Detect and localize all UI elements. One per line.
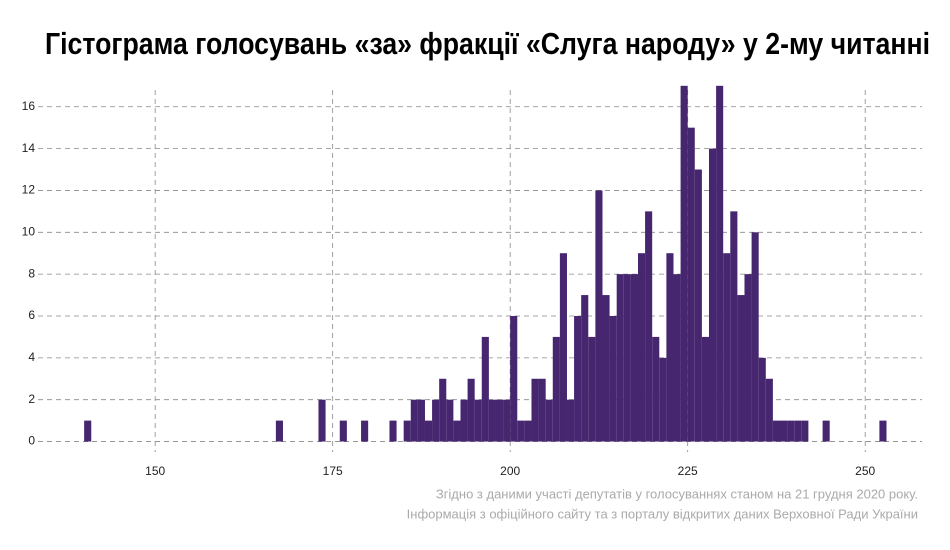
bar: [772, 420, 780, 442]
bar: [623, 274, 631, 442]
bar: [716, 85, 724, 442]
bar: [751, 232, 759, 442]
bar: [474, 399, 482, 442]
bar: [538, 378, 546, 442]
bar: [630, 274, 638, 442]
bar: [730, 211, 738, 442]
y-tick-label: 10: [22, 224, 36, 238]
bar: [460, 399, 468, 442]
bar: [403, 420, 411, 442]
bar: [417, 399, 425, 442]
bar: [581, 295, 589, 442]
bar: [545, 399, 553, 442]
y-tick-label: 12: [22, 183, 36, 197]
bar: [481, 336, 489, 442]
bar: [794, 420, 802, 442]
bar: [687, 127, 695, 442]
x-tick-label: 225: [678, 464, 698, 478]
y-tick-label: 8: [28, 266, 35, 280]
y-tick-label: 14: [22, 141, 36, 155]
x-tick-label: 200: [500, 464, 520, 478]
bar: [602, 295, 610, 442]
bar: [524, 420, 532, 442]
bar: [673, 274, 681, 442]
bar: [701, 336, 709, 442]
bar: [275, 420, 283, 442]
bar: [645, 211, 653, 442]
bar: [744, 274, 752, 442]
bar: [559, 253, 567, 442]
bar: [410, 399, 418, 442]
bar: [467, 378, 475, 442]
annotation: Інформація з офіційного сайту та з порта…: [407, 506, 918, 521]
bar: [453, 420, 461, 442]
bar: [84, 420, 92, 442]
bar: [758, 357, 766, 442]
bar: [361, 420, 369, 442]
bar: [595, 190, 603, 442]
bar: [566, 399, 575, 442]
y-tick-label: 0: [28, 434, 35, 448]
bar: [495, 399, 504, 442]
bar: [574, 315, 582, 442]
bar: [694, 169, 702, 442]
bar: [588, 336, 596, 442]
bar: [708, 148, 717, 442]
bar: [616, 274, 624, 442]
bar: [879, 420, 887, 442]
bar: [517, 420, 525, 442]
bar: [488, 399, 496, 442]
annotation: Згідно з даними участі депутатів у голос…: [436, 486, 918, 501]
y-tick-label: 2: [28, 392, 35, 406]
bar: [424, 420, 433, 442]
bar: [737, 295, 745, 442]
y-tick-label: 6: [28, 308, 35, 322]
y-tick-label: 4: [28, 350, 35, 364]
chart-title: Гістограма голосувань «за» фракції «Слуг…: [45, 26, 930, 61]
bar: [765, 378, 773, 442]
bar: [552, 336, 560, 442]
bar: [801, 420, 809, 442]
x-tick-label: 250: [855, 464, 875, 478]
bar: [510, 315, 518, 442]
bar: [439, 378, 447, 442]
bar: [432, 399, 440, 442]
bar: [609, 315, 617, 442]
bar: [787, 420, 795, 442]
bar: [339, 420, 347, 442]
bar: [652, 336, 660, 442]
x-tick-label: 175: [323, 464, 343, 478]
bar: [318, 399, 326, 442]
bar: [666, 253, 674, 442]
bar: [503, 399, 511, 442]
y-tick-label: 16: [22, 99, 36, 113]
bar: [389, 420, 397, 442]
bar: [680, 85, 688, 442]
bar: [446, 399, 454, 442]
bar: [779, 420, 788, 442]
bar: [531, 378, 539, 442]
x-tick-label: 150: [145, 464, 165, 478]
bar: [723, 253, 731, 442]
bar: [637, 253, 646, 442]
bar: [822, 420, 830, 442]
bar: [659, 357, 667, 442]
